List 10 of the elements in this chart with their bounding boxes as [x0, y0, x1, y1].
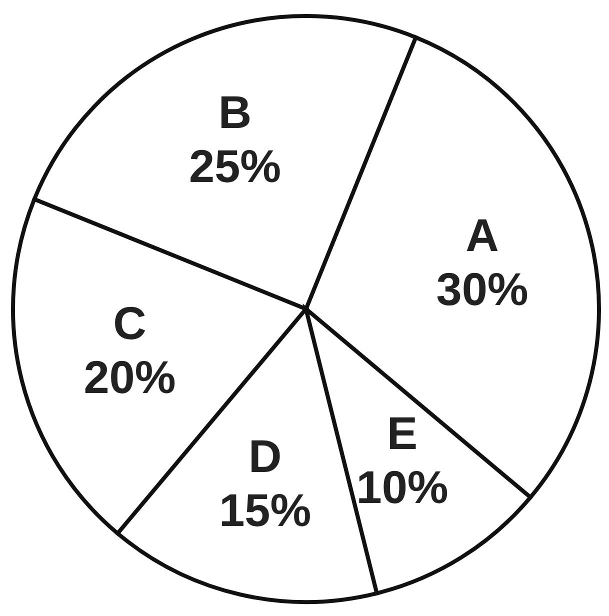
data-label: 20%: [84, 350, 176, 403]
slice-label: C: [113, 296, 146, 349]
data-label: 10%: [356, 461, 448, 514]
data-label: 15%: [219, 484, 312, 536]
slice-label: B: [218, 86, 252, 138]
data-label: 30%: [436, 263, 528, 316]
slice-label: E: [386, 407, 418, 460]
data-label: 25%: [188, 140, 282, 192]
slice-label: D: [248, 430, 282, 482]
slice-label: A: [466, 209, 499, 262]
